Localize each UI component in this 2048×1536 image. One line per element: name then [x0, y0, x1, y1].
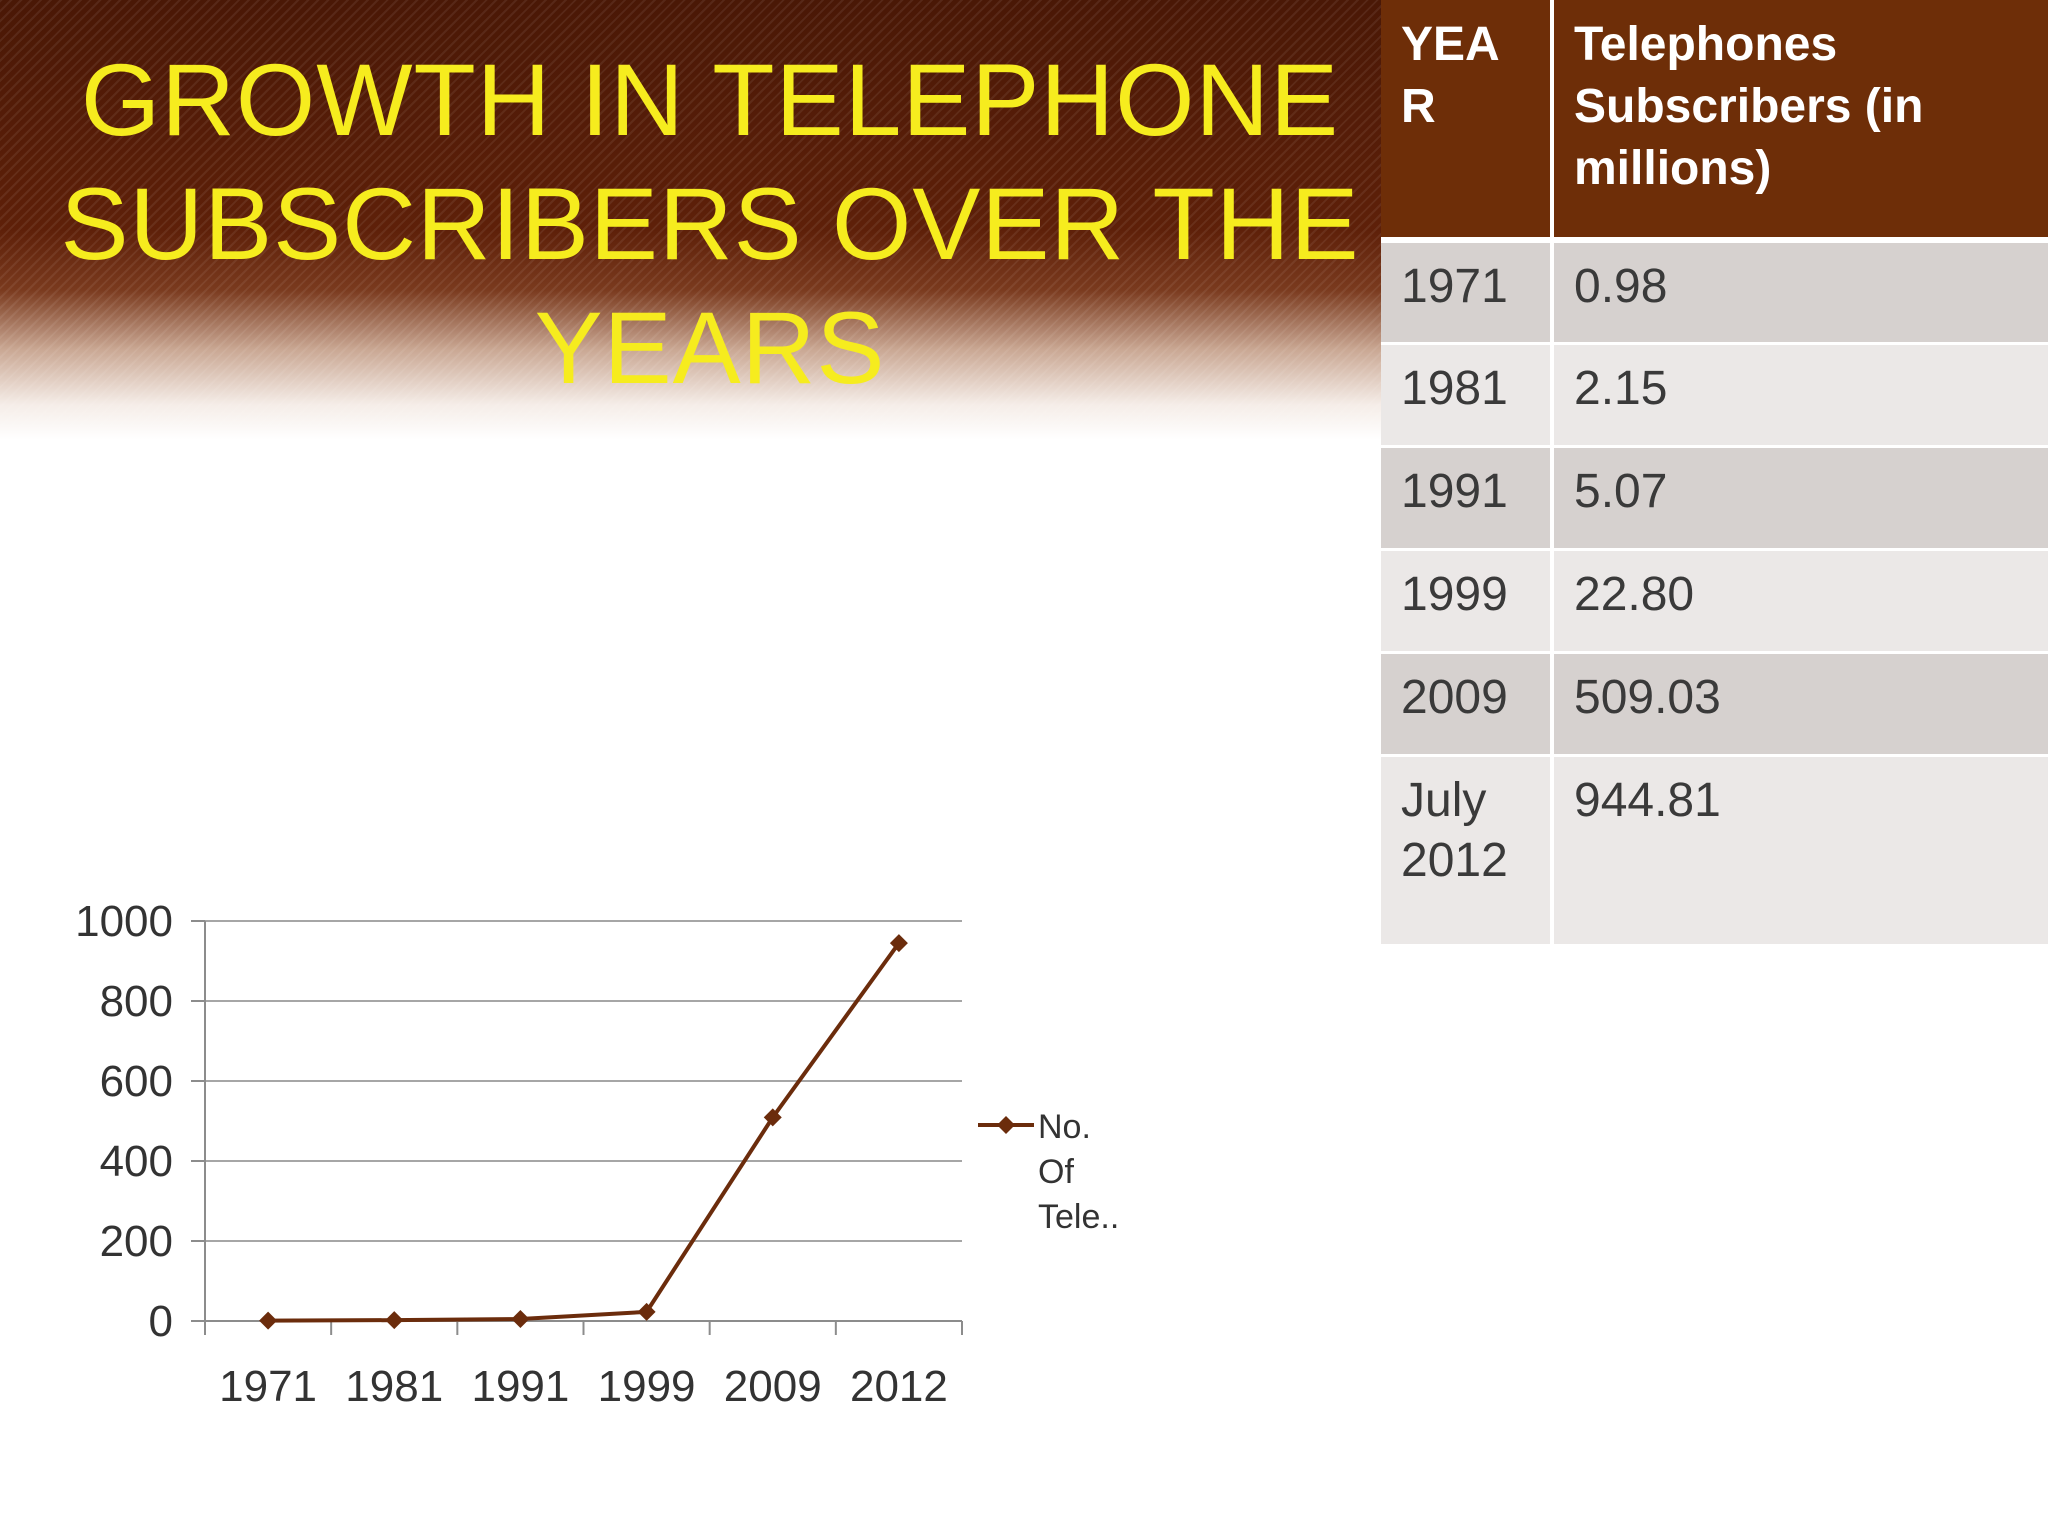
- year-cell: 2009: [1381, 652, 1554, 757]
- table-row: 1991 5.07: [1381, 446, 2048, 551]
- table-header-row: YEA R Telephones Subscribers (in million…: [1381, 0, 2048, 243]
- data-point: [637, 1302, 656, 1321]
- y-tick-label: 600: [100, 1057, 173, 1106]
- subscribers-table: YEA R Telephones Subscribers (in million…: [1381, 0, 2048, 947]
- data-point: [511, 1309, 530, 1328]
- table-row: 1981 2.15: [1381, 343, 2048, 448]
- subscribers-cell: 0.98: [1552, 240, 2048, 345]
- subscribers-cell: 2.15: [1552, 343, 2048, 448]
- x-tick-label: 2012: [850, 1362, 948, 1411]
- table-row: 1999 22.80: [1381, 549, 2048, 654]
- year-cell: 1991: [1381, 446, 1554, 551]
- subscribers-line-chart: 0 200 400 600 800 1000 1971 1981 1991 1999 2009 201…: [75, 897, 1119, 1411]
- data-point: [889, 934, 908, 953]
- subscribers-cell: 5.07: [1552, 446, 2048, 551]
- x-tick-label: 1991: [471, 1362, 569, 1411]
- slide-title: GROWTH IN TELEPHONE SUBSCRIBERS OVER THE…: [60, 43, 1360, 405]
- legend-label: Of: [1038, 1153, 1074, 1191]
- year-cell: 1999: [1381, 549, 1554, 654]
- y-tick-label: 200: [100, 1217, 173, 1266]
- y-tick-label: 1000: [75, 897, 173, 946]
- year-cell: 1981: [1381, 343, 1554, 448]
- data-point: [259, 1311, 278, 1330]
- year-cell: 1971: [1381, 240, 1554, 345]
- x-tick-label: 2009: [724, 1362, 822, 1411]
- x-tick-label: 1971: [219, 1362, 317, 1411]
- x-tick-label: 1999: [598, 1362, 696, 1411]
- legend-marker: [997, 1116, 1015, 1134]
- data-point: [763, 1108, 782, 1127]
- data-table-panel: YEA R Telephones Subscribers (in million…: [1381, 0, 2048, 980]
- year-cell: July 2012: [1381, 755, 1554, 947]
- subscribers-cell: 22.80: [1552, 549, 2048, 654]
- data-point: [385, 1311, 404, 1330]
- subscribers-cell: 944.81: [1552, 755, 2048, 947]
- legend-label: Tele..: [1038, 1198, 1119, 1236]
- header-subscribers: Telephones Subscribers (in millions): [1552, 0, 2048, 243]
- y-tick-label: 800: [100, 977, 173, 1026]
- table-row: 2009 509.03: [1381, 652, 2048, 757]
- y-tick-label: 0: [149, 1297, 173, 1346]
- y-tick-label: 400: [100, 1137, 173, 1186]
- header-year: YEA R: [1381, 0, 1554, 243]
- series-line: [268, 941, 901, 1323]
- legend-label: No.: [1038, 1108, 1091, 1146]
- table-row: July 2012 944.81: [1381, 755, 2048, 947]
- subscribers-cell: 509.03: [1552, 652, 2048, 757]
- x-tick-label: 1981: [345, 1362, 443, 1411]
- table-row: 1971 0.98: [1381, 240, 2048, 345]
